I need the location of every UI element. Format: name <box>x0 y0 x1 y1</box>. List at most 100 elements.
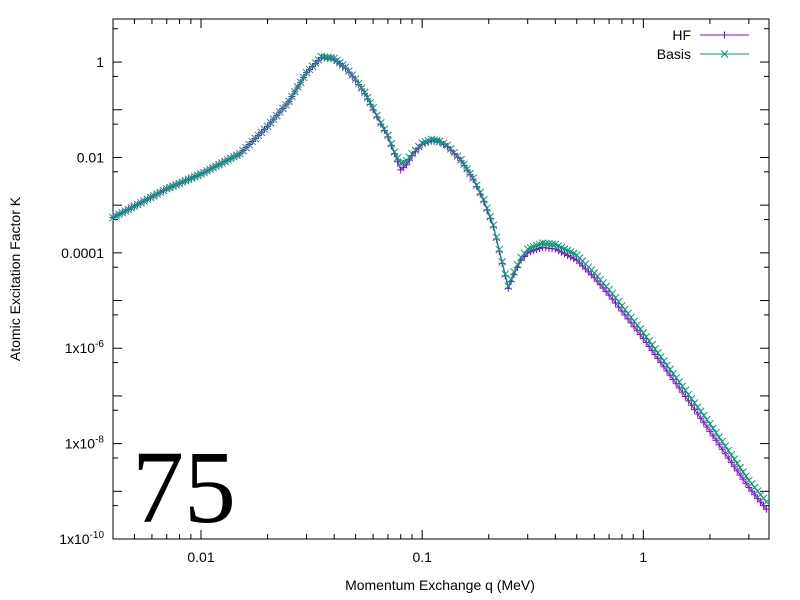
data-point <box>260 125 269 134</box>
data-point <box>663 367 671 375</box>
data-point <box>748 487 756 495</box>
x-tick-label: 1 <box>639 549 647 565</box>
legend-label-basis: Basis <box>657 46 691 62</box>
legend-marker-hf <box>721 31 728 39</box>
legend-label-hf: HF <box>672 27 691 43</box>
data-point <box>415 144 423 152</box>
y-tick-mantissa: 0.01 <box>77 149 104 165</box>
data-point <box>762 505 770 513</box>
data-point <box>684 390 693 399</box>
data-point <box>288 92 296 101</box>
data-point <box>663 361 671 370</box>
data-point <box>299 73 308 82</box>
data-point <box>593 277 601 285</box>
data-point <box>473 183 481 191</box>
data-point <box>759 494 768 503</box>
y-tick-mantissa: 1x10 <box>59 531 90 547</box>
data-point <box>501 270 510 278</box>
y-tick-mantissa: 1x10 <box>65 340 96 356</box>
panel-number: 75 <box>132 430 236 545</box>
data-point <box>675 378 684 386</box>
data-point <box>366 98 375 107</box>
data-point <box>159 186 168 195</box>
data-point <box>614 297 623 306</box>
data-point <box>369 103 377 112</box>
data-point <box>453 152 462 160</box>
data-point <box>656 352 665 361</box>
data-point <box>672 373 681 382</box>
data-point <box>463 164 471 173</box>
data-point <box>498 257 507 266</box>
data-point <box>657 359 665 367</box>
data-point <box>376 119 385 127</box>
data-point <box>492 233 501 242</box>
data-point <box>454 153 462 161</box>
data-point <box>630 323 638 331</box>
data-point <box>479 195 488 204</box>
series-layer <box>109 52 771 513</box>
data-point <box>541 239 550 248</box>
data-point <box>672 380 680 388</box>
data-point <box>621 305 629 314</box>
data-point <box>387 139 396 148</box>
data-point <box>373 111 381 120</box>
data-point <box>282 101 290 109</box>
data-point <box>654 348 662 357</box>
data-point <box>702 415 711 424</box>
data-point <box>660 363 668 371</box>
data-point <box>712 428 720 437</box>
data-point <box>651 351 659 359</box>
x-axis-label: Momentum Exchange q (MeV) <box>345 577 535 593</box>
data-point <box>314 55 323 64</box>
data-point <box>510 267 518 276</box>
data-point <box>627 313 635 322</box>
data-point <box>489 221 498 230</box>
data-point <box>642 339 650 347</box>
data-point <box>754 494 762 502</box>
data-point <box>579 262 587 270</box>
data-point <box>660 357 668 365</box>
data-point <box>495 245 504 254</box>
y-tick-exponent: -10 <box>90 530 105 541</box>
y-tick-label: 1x10-10 <box>59 530 104 547</box>
data-point <box>727 451 736 459</box>
y-tick-label: 1x10-6 <box>65 339 105 356</box>
data-point <box>450 150 458 158</box>
data-point <box>687 394 696 403</box>
data-point <box>338 61 347 69</box>
data-point <box>320 53 329 61</box>
data-point <box>587 266 596 274</box>
y-tick-mantissa: 1 <box>96 54 104 70</box>
data-point <box>630 317 639 326</box>
data-point <box>654 355 662 363</box>
data-point <box>759 502 767 510</box>
data-point <box>633 321 642 329</box>
series-basis <box>109 52 771 506</box>
data-point <box>602 282 610 291</box>
data-point <box>545 239 553 248</box>
data-point <box>354 79 363 88</box>
data-point <box>684 397 692 405</box>
y-tick-label: 1x10-8 <box>65 435 105 452</box>
y-tick-label: 0.01 <box>77 149 104 165</box>
data-point <box>693 403 702 411</box>
data-point <box>706 419 714 428</box>
legend-marker-basis <box>720 50 729 58</box>
data-point <box>194 171 202 180</box>
data-point <box>669 375 677 383</box>
data-point <box>384 131 392 140</box>
data-point <box>323 53 332 62</box>
data-point <box>721 442 730 450</box>
data-point <box>642 333 651 341</box>
data-point <box>678 382 687 391</box>
data-point <box>520 249 529 258</box>
y-tick-exponent: -8 <box>95 435 104 446</box>
data-point <box>627 319 635 327</box>
data-point <box>430 136 438 144</box>
data-point <box>535 240 544 249</box>
data-point <box>127 203 136 212</box>
x-axis-ticks: 0.01 0.1 1 <box>112 19 750 565</box>
data-point <box>433 136 441 145</box>
y-axis-label: Atomic Excitation Factor K <box>7 196 23 361</box>
